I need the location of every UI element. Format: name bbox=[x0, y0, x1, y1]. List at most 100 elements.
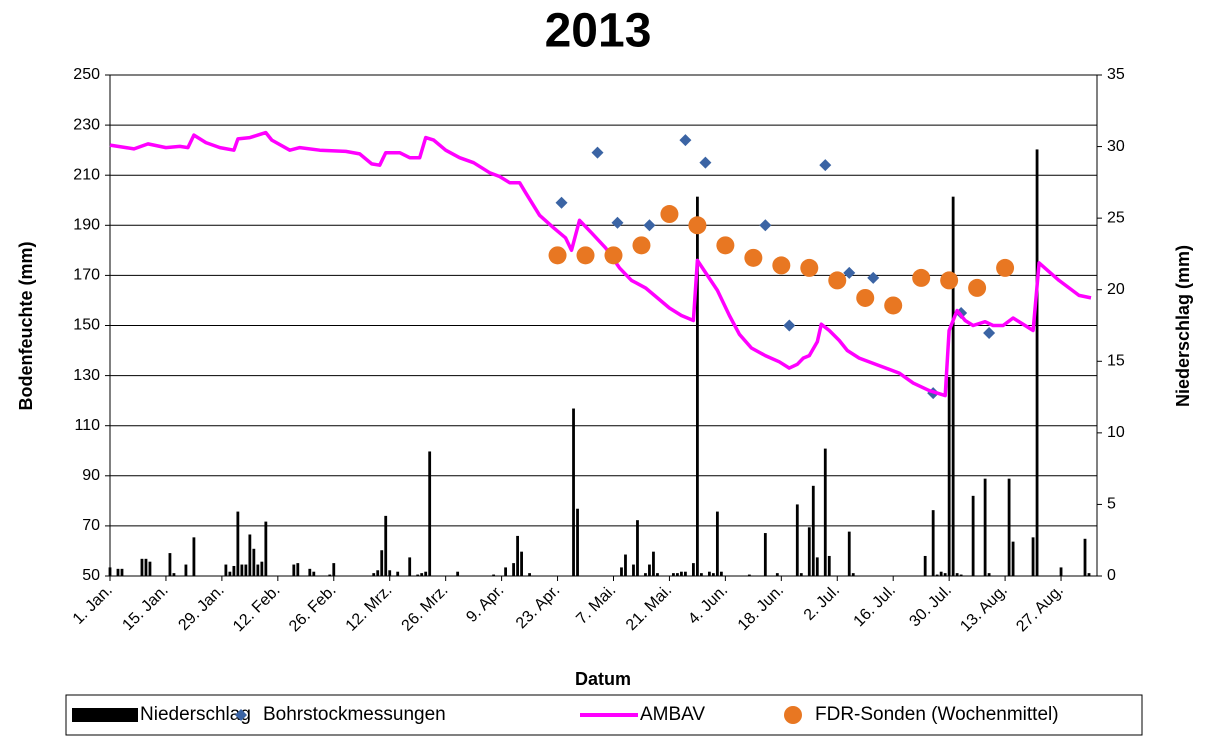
precipitation-bar bbox=[168, 553, 172, 576]
precipitation-bar bbox=[420, 573, 424, 576]
precipitation-bar bbox=[140, 558, 144, 576]
precipitation-bar bbox=[228, 571, 232, 576]
precipitation-bar bbox=[184, 564, 188, 576]
scatter-point bbox=[912, 268, 931, 287]
precipitation-bar bbox=[823, 448, 827, 576]
x-tick-label: 21. Mai. bbox=[623, 582, 675, 634]
x-tick-label: 7. Mai. bbox=[573, 582, 619, 628]
precipitation-bar bbox=[931, 510, 935, 576]
y-tick-label: 210 bbox=[73, 166, 100, 183]
precipitation-bar bbox=[983, 478, 987, 576]
y2-tick-label: 20 bbox=[1107, 281, 1125, 298]
precipitation-bar bbox=[308, 568, 312, 576]
legend-box bbox=[65, 694, 1143, 736]
scatter-point bbox=[819, 159, 832, 172]
precipitation-bar bbox=[807, 527, 811, 576]
precipitation-bar bbox=[795, 504, 799, 576]
precipitation-bar bbox=[572, 408, 575, 576]
precipitation-bar bbox=[719, 571, 723, 576]
scatter-point bbox=[983, 327, 996, 340]
precipitation-bar bbox=[236, 511, 240, 576]
precipitation-bar bbox=[648, 564, 651, 576]
precipitation-bar bbox=[987, 573, 991, 576]
scatter-point bbox=[940, 271, 959, 290]
precipitation-bar bbox=[763, 533, 767, 576]
precipitation-bar bbox=[923, 555, 927, 576]
line-series bbox=[109, 130, 1092, 398]
precipitation-bar bbox=[700, 573, 703, 576]
y2-tick-label: 25 bbox=[1107, 209, 1125, 226]
precipitation-bar bbox=[747, 574, 751, 576]
precipitation-bar bbox=[711, 573, 715, 576]
precipitation-bar bbox=[1031, 537, 1035, 576]
precipitation-bar bbox=[811, 485, 815, 576]
precipitation-bar bbox=[692, 563, 695, 576]
x-tick-label: 12. Feb. bbox=[230, 582, 284, 636]
legend-label: Niederschlag bbox=[140, 704, 251, 725]
precipitation-bar bbox=[707, 571, 711, 576]
precipitation-bar bbox=[232, 565, 236, 576]
precipitation-bar bbox=[108, 567, 112, 576]
precipitation-bar bbox=[380, 550, 384, 576]
x-tick-label: 27. Aug. bbox=[1013, 582, 1067, 636]
x-tick-label: 18. Jun. bbox=[735, 582, 787, 634]
precipitation-bar bbox=[504, 567, 507, 576]
scatter-point bbox=[576, 246, 595, 265]
precipitation-bar bbox=[224, 564, 228, 576]
precipitation-bar bbox=[396, 571, 400, 576]
scatter-point bbox=[632, 236, 651, 255]
y-tick-label: 190 bbox=[73, 217, 100, 234]
precipitation-bar bbox=[528, 573, 531, 576]
chart-title: 2013 bbox=[545, 5, 652, 58]
x-tick-label: 29. Jan. bbox=[175, 582, 227, 634]
y-tick-label: 50 bbox=[82, 567, 100, 584]
precipitation-bar bbox=[815, 557, 819, 576]
precipitation-bar bbox=[424, 571, 428, 576]
precipitation-bar bbox=[148, 561, 152, 576]
scatter-point bbox=[856, 288, 875, 307]
precipitation-bar bbox=[172, 573, 176, 576]
precipitation-bar bbox=[799, 573, 803, 576]
precipitation-bar bbox=[656, 573, 659, 576]
x-tick-label: 26. Feb. bbox=[286, 582, 340, 636]
precipitation-bar bbox=[1007, 478, 1011, 576]
precipitation-bar bbox=[947, 377, 951, 576]
legend-swatch bbox=[72, 708, 138, 722]
x-tick-label: 2. Jul. bbox=[801, 582, 843, 624]
precipitation-bar bbox=[312, 571, 316, 576]
legend-swatch bbox=[784, 706, 802, 724]
precipitation-bar bbox=[264, 521, 268, 576]
scatter-point bbox=[591, 146, 604, 159]
precipitation-bar bbox=[292, 564, 296, 576]
scatter-point bbox=[783, 319, 796, 332]
precipitation-bar bbox=[851, 573, 855, 576]
precipitation-bar bbox=[624, 554, 627, 576]
precipitation-bar bbox=[252, 548, 256, 576]
x-tick-label: 16. Jul. bbox=[851, 582, 900, 631]
precipitation-bar bbox=[376, 570, 380, 576]
precipitation-bar bbox=[1011, 541, 1015, 576]
scatter-point bbox=[679, 134, 692, 147]
x-tick-label: 23. Apr. bbox=[513, 582, 563, 632]
scatter-point bbox=[828, 271, 847, 290]
y-tick-label: 130 bbox=[73, 367, 100, 384]
precipitation-bar bbox=[240, 564, 244, 576]
precipitation-bar bbox=[1083, 538, 1087, 576]
scatter-point bbox=[744, 248, 763, 267]
precipitation-bar bbox=[696, 196, 699, 576]
precipitation-bar bbox=[676, 573, 679, 576]
precipitation-bar bbox=[144, 558, 148, 576]
precipitation-bar bbox=[456, 571, 460, 576]
x-tick-label: 12. Mrz. bbox=[343, 582, 396, 635]
precipitation-bar bbox=[935, 574, 939, 576]
scatter-point bbox=[843, 266, 856, 279]
scatter-point bbox=[611, 216, 624, 229]
scatter-point bbox=[716, 236, 735, 255]
precipitation-bar bbox=[644, 573, 647, 576]
legend-swatch bbox=[235, 709, 247, 721]
scatter-point bbox=[555, 196, 568, 209]
scatter-point bbox=[759, 219, 772, 232]
precipitation-bar bbox=[416, 574, 420, 576]
